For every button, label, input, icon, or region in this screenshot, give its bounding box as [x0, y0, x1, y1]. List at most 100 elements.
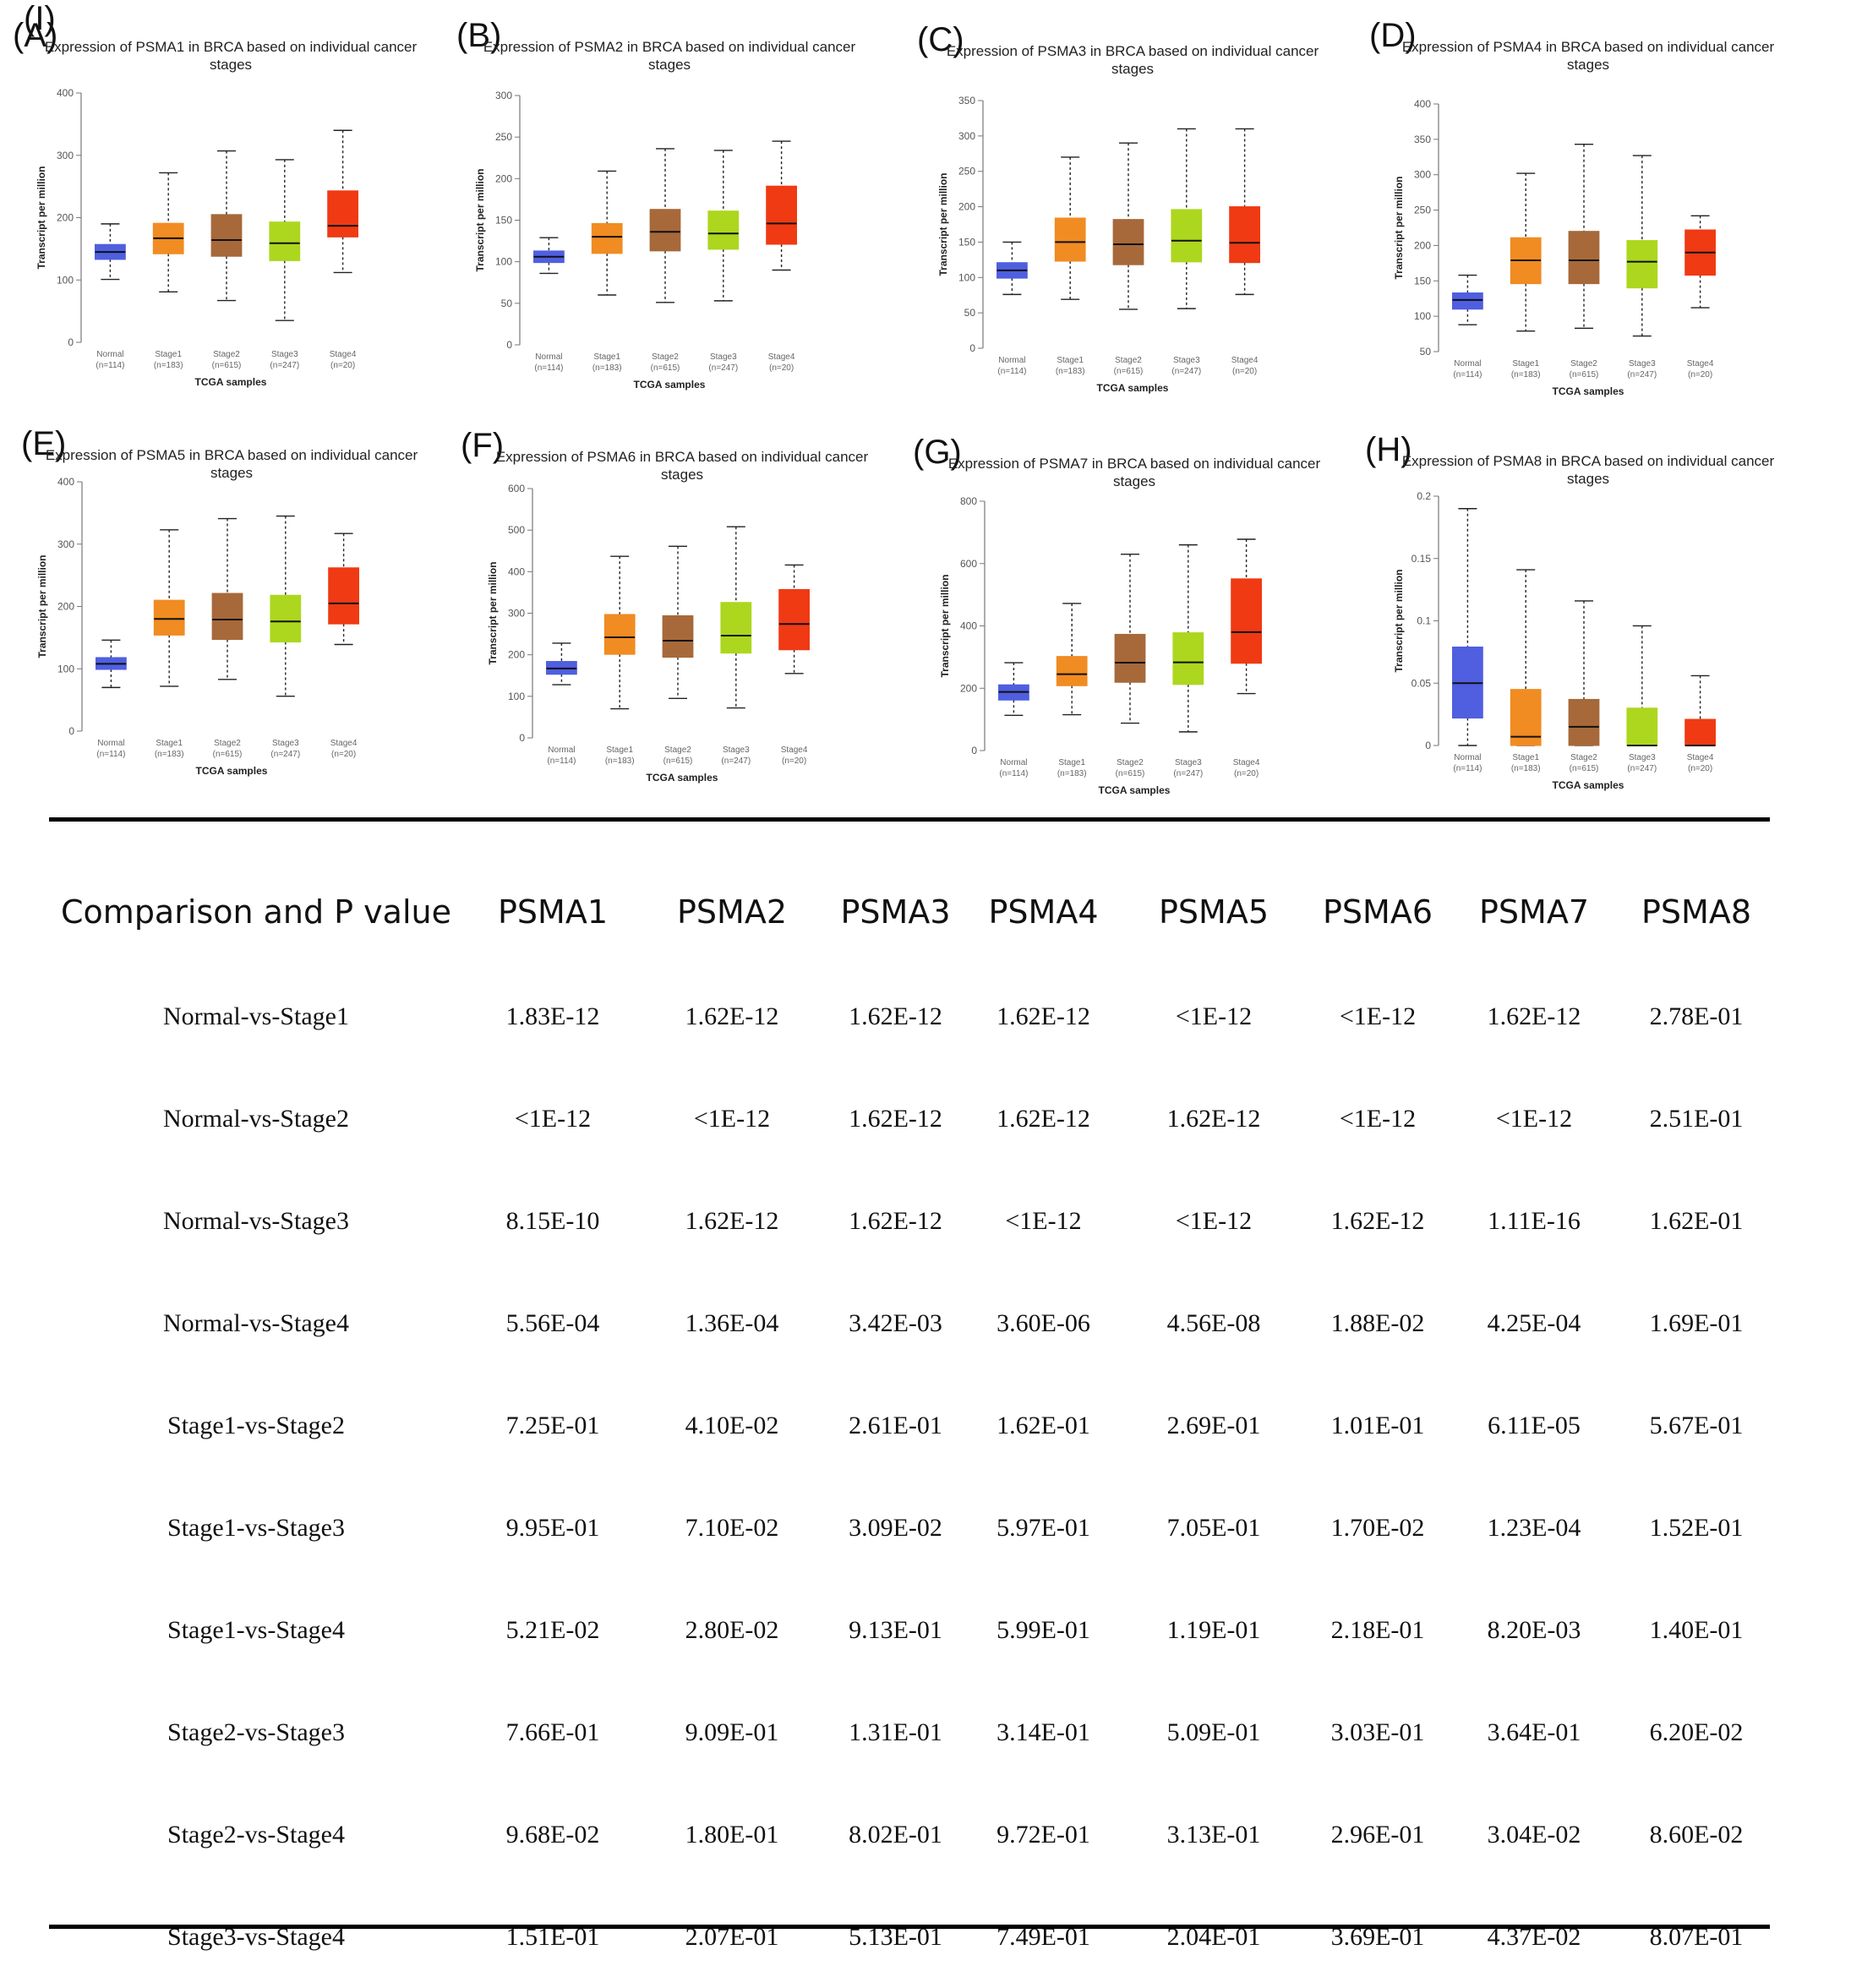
p-value-cell: 3.69E-01: [1330, 1922, 1425, 1951]
category-count: (n=183): [605, 756, 635, 766]
category-label: Stage2: [664, 746, 691, 755]
category-label: Stage1: [593, 352, 620, 362]
p-value-cell: 5.97E-01: [996, 1513, 1090, 1542]
y-tick-label: 250: [958, 166, 975, 178]
box-body: [1231, 578, 1262, 664]
box-stage1: [1056, 603, 1088, 716]
box-normal: [996, 241, 1028, 296]
box-stage1: [153, 529, 185, 687]
category-label: Stage3: [723, 746, 750, 755]
p-value-cell: 4.10E-02: [685, 1411, 779, 1439]
panel-letter: (E): [21, 425, 66, 462]
box-stage3: [270, 515, 302, 697]
y-tick-label: 100: [958, 271, 975, 283]
category-count: (n=114): [96, 750, 125, 759]
y-tick-label: 100: [495, 256, 512, 268]
box-stage4: [766, 140, 797, 271]
category-label: Stage1: [1057, 356, 1084, 365]
p-value-cell: 8.07E-01: [1649, 1922, 1744, 1951]
category-label: Stage2: [1117, 758, 1144, 767]
category-count: (n=114): [997, 367, 1026, 376]
p-value-cell: 5.67E-01: [1649, 1411, 1744, 1439]
box-stage2: [1112, 142, 1144, 310]
panel-letter: (F): [461, 427, 504, 464]
comparison-label: Normal-vs-Stage3: [163, 1206, 349, 1235]
category-count: (n=20): [769, 363, 794, 373]
category-label: Stage3: [710, 352, 737, 362]
chart-title: Expression of PSMA2 in BRCA based on ind…: [483, 39, 856, 55]
box-body: [1171, 209, 1203, 263]
y-tick-label: 300: [1414, 169, 1431, 181]
chart-title: stages: [210, 57, 252, 73]
y-tick-label: 0.2: [1417, 490, 1431, 502]
box-stage2: [1568, 600, 1600, 746]
box-stage3: [1172, 543, 1204, 733]
category-label: Stage3: [271, 350, 298, 359]
box-stage3: [720, 526, 752, 709]
comparison-label: Normal-vs-Stage1: [163, 1002, 349, 1030]
box-body: [1626, 240, 1658, 289]
p-value-cell: 2.07E-01: [685, 1922, 779, 1951]
chart-title: stages: [1567, 57, 1609, 73]
p-value-cell: 3.04E-02: [1487, 1820, 1581, 1849]
category-label: Stage2: [214, 739, 241, 748]
p-value-cell: 2.18E-01: [1330, 1615, 1425, 1644]
y-tick-label: 0.15: [1411, 553, 1432, 565]
category-count: (n=247): [1627, 370, 1657, 380]
box-stage4: [1231, 538, 1262, 695]
box-body: [153, 599, 185, 636]
category-label: Stage1: [1512, 753, 1539, 762]
box-body: [1626, 707, 1658, 746]
p-value-cell: 8.60E-02: [1649, 1820, 1744, 1849]
comparison-label: Normal-vs-Stage4: [163, 1308, 349, 1337]
box-normal: [998, 662, 1029, 717]
chart-title: Expression of PSMA4 in BRCA based on ind…: [1402, 39, 1775, 55]
category-count: (n=615): [663, 756, 693, 766]
y-tick-label: 200: [1414, 239, 1431, 251]
table-row: Stage1-vs-Stage2 7.25E-01 4.10E-02 2.61E-01…: [49, 1374, 1770, 1477]
p-value-cell: 2.96E-01: [1330, 1820, 1425, 1849]
chart-title: stages: [1111, 61, 1154, 77]
table-row: Stage1-vs-Stage3 9.95E-01 7.10E-02 3.09E-02…: [49, 1477, 1770, 1579]
category-label: Stage4: [1231, 356, 1259, 365]
box-stage4: [327, 129, 358, 274]
box-body: [1452, 292, 1483, 310]
box-stage4: [328, 532, 359, 646]
box-stage3: [1171, 128, 1203, 309]
y-tick-label: 200: [960, 682, 977, 694]
x-axis-title: TCGA samples: [195, 376, 267, 388]
category-label: Stage2: [1115, 356, 1142, 365]
p-value-cell: 3.13E-01: [1166, 1820, 1261, 1849]
p-value-cell: 1.62E-12: [1166, 1104, 1261, 1133]
box-body: [649, 209, 681, 252]
p-value-cell: 9.68E-02: [505, 1820, 600, 1849]
category-count: (n=114): [999, 769, 1028, 778]
category-label: Stage4: [1687, 359, 1714, 369]
box-body: [210, 214, 243, 257]
box-stage2: [211, 517, 243, 680]
box-body: [211, 593, 243, 641]
chart-title: Expression of PSMA6 in BRCA based on ind…: [496, 449, 869, 465]
table-row: Stage1-vs-Stage4 5.21E-02 2.80E-02 9.13E-01…: [49, 1579, 1770, 1681]
y-tick-label: 50: [501, 298, 513, 309]
chart-panel-4: (D)Expression of PSMA4 in BRCA based on …: [1369, 17, 1775, 397]
category-label: Stage2: [213, 350, 240, 359]
box-body: [720, 602, 752, 654]
category-label: Normal: [548, 746, 575, 755]
category-count: (n=615): [1114, 367, 1144, 376]
p-value-cell: 1.62E-12: [1330, 1206, 1425, 1235]
category-label: Stage3: [272, 739, 299, 748]
category-count: (n=615): [1116, 769, 1145, 778]
comparison-label: Stage2-vs-Stage4: [167, 1820, 345, 1849]
category-label: Stage1: [155, 350, 182, 359]
x-axis-title: TCGA samples: [196, 765, 268, 777]
chart-panel-6: (F)Expression of PSMA6 in BRCA based on …: [461, 427, 869, 784]
y-tick-label: 400: [960, 620, 977, 632]
p-value-cell: 9.72E-01: [996, 1820, 1090, 1849]
category-count: (n=615): [1570, 370, 1599, 380]
chart-title: Expression of PSMA8 in BRCA based on ind…: [1402, 453, 1775, 469]
y-axis-title: Transcript per million: [487, 561, 499, 664]
box-stage2: [662, 545, 694, 699]
panel-letter: (C): [917, 21, 964, 58]
panel-letter: (D): [1369, 17, 1417, 54]
